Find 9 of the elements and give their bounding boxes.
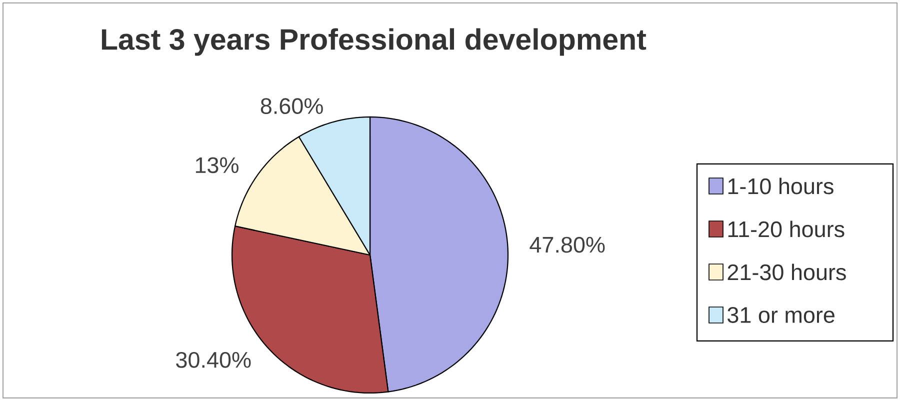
- data-label: 13%: [196, 157, 238, 174]
- legend-label: 21-30 hours: [728, 264, 846, 280]
- legend-label: 11-20 hours: [728, 220, 844, 238]
- data-label: 47.80%: [530, 236, 605, 253]
- data-label: 30.40%: [176, 352, 251, 368]
- chart-title: Last 3 years Professional development: [102, 28, 646, 56]
- data-label: 8.60%: [260, 98, 323, 114]
- legend-label: 1-10 hours: [728, 178, 834, 194]
- legend-label: 31 or more: [728, 307, 834, 323]
